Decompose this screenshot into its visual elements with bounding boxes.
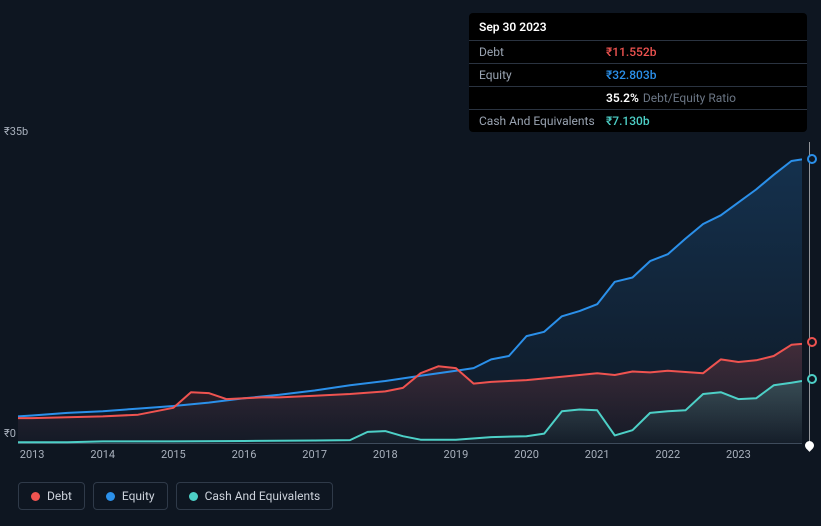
x-axis: 2013 2014 2015 2016 2017 2018 2019 2020 2021 2022… [18, 448, 802, 468]
legend-label: Debt [47, 489, 72, 503]
x-axis-tick: 2023 [726, 448, 751, 461]
tooltip-row-value: ₹11.552b [606, 45, 656, 59]
tooltip-date: Sep 30 2023 [469, 13, 807, 41]
chart-legend: Debt Equity Cash And Equivalents [18, 482, 333, 510]
tooltip-row-label: Debt [479, 45, 606, 59]
series-end-marker-equity [807, 154, 817, 164]
legend-dot-icon [31, 492, 40, 501]
tooltip-ratio-label: Debt/Equity Ratio [643, 91, 736, 105]
tooltip-row: 35.2% Debt/Equity Ratio [469, 87, 807, 110]
chart-svg [18, 142, 802, 444]
tooltip-row-value: ₹7.130b [606, 114, 650, 128]
y-axis-label-top: ₹35b [4, 125, 28, 138]
legend-item-cash[interactable]: Cash And Equivalents [176, 482, 334, 510]
tooltip-ratio: 35.2% Debt/Equity Ratio [606, 91, 736, 105]
x-axis-tick: 2020 [514, 448, 539, 461]
legend-label: Equity [122, 489, 155, 503]
tooltip-row-label: Equity [479, 68, 606, 82]
x-axis-tick: 2019 [444, 448, 469, 461]
legend-dot-icon [189, 492, 198, 501]
x-axis-tick: 2013 [20, 448, 45, 461]
x-axis-tick: 2022 [655, 448, 680, 461]
y-axis-label-bottom: ₹0 [4, 427, 16, 440]
chart-tooltip: Sep 30 2023 Debt₹11.552bEquity₹32.803b35… [469, 13, 807, 132]
tooltip-row-value: ₹32.803b [606, 68, 656, 82]
x-axis-tick: 2015 [161, 448, 186, 461]
series-end-marker-cash [807, 374, 817, 384]
crosshair-cap-icon [803, 439, 816, 452]
tooltip-row: Equity₹32.803b [469, 64, 807, 87]
legend-dot-icon [106, 492, 115, 501]
tooltip-row-label: Cash And Equivalents [479, 114, 606, 128]
x-axis-tick: 2017 [302, 448, 327, 461]
x-axis-tick: 2016 [232, 448, 257, 461]
tooltip-row: Cash And Equivalents₹7.130b [469, 110, 807, 132]
tooltip-ratio-pct: 35.2% [606, 91, 639, 105]
tooltip-row: Debt₹11.552b [469, 41, 807, 64]
tooltip-row-label [479, 91, 606, 105]
legend-item-equity[interactable]: Equity [93, 482, 168, 510]
chart-plot-area[interactable] [18, 142, 802, 444]
x-axis-tick: 2018 [373, 448, 398, 461]
legend-label: Cash And Equivalents [205, 489, 321, 503]
x-axis-tick: 2021 [585, 448, 610, 461]
x-axis-tick: 2014 [90, 448, 115, 461]
legend-item-debt[interactable]: Debt [18, 482, 85, 510]
crosshair-line [809, 142, 810, 444]
series-end-marker-debt [807, 337, 817, 347]
